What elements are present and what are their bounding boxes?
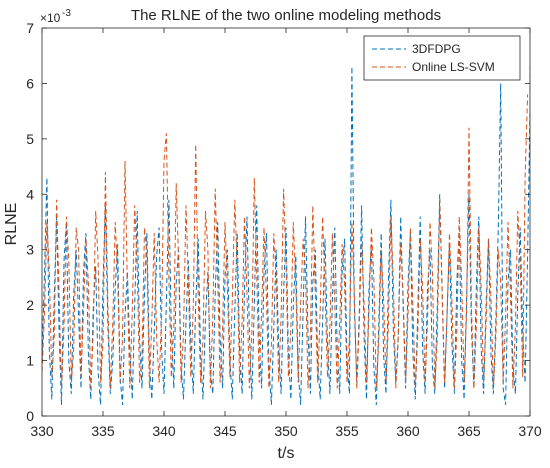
x-tick-label: 355 [335,423,359,439]
y-tick-label: 6 [26,75,34,91]
y-tick-label: 1 [26,353,34,369]
x-tick-label: 365 [457,423,481,439]
y-multiplier-exponent: -3 [62,8,71,19]
x-tick-label: 345 [213,423,237,439]
y-multiplier: ×10 -3 [40,8,71,25]
x-axis-label: t/s [278,445,295,462]
y-tick-label: 2 [26,297,34,313]
y-tick-label: 0 [26,408,34,424]
x-tick-label: 330 [30,423,54,439]
series-line-3dfdpg [42,66,530,405]
x-tick-label: 360 [396,423,420,439]
y-tick-label: 4 [26,186,34,202]
legend: 3DFDPG Online LS-SVM [363,35,521,81]
chart-title: The RLNE of the two online modeling meth… [131,7,441,24]
legend-box [363,35,521,81]
x-tick-label: 350 [274,423,298,439]
plot-area [42,66,530,405]
series-line-online-ls-svm [42,94,529,389]
x-tick-label: 335 [91,423,115,439]
y-tick-label: 5 [26,131,34,147]
legend-label: 3DFDPG [412,42,461,56]
y-multiplier-base: ×10 [40,11,61,25]
legend-label: Online LS-SVM [412,60,495,74]
x-tick-label: 340 [152,423,176,439]
y-axis-label: RLNE [3,203,20,246]
y-tick-label: 7 [26,20,34,36]
y-tick-label: 3 [26,242,34,258]
x-tick-label: 370 [518,423,542,439]
